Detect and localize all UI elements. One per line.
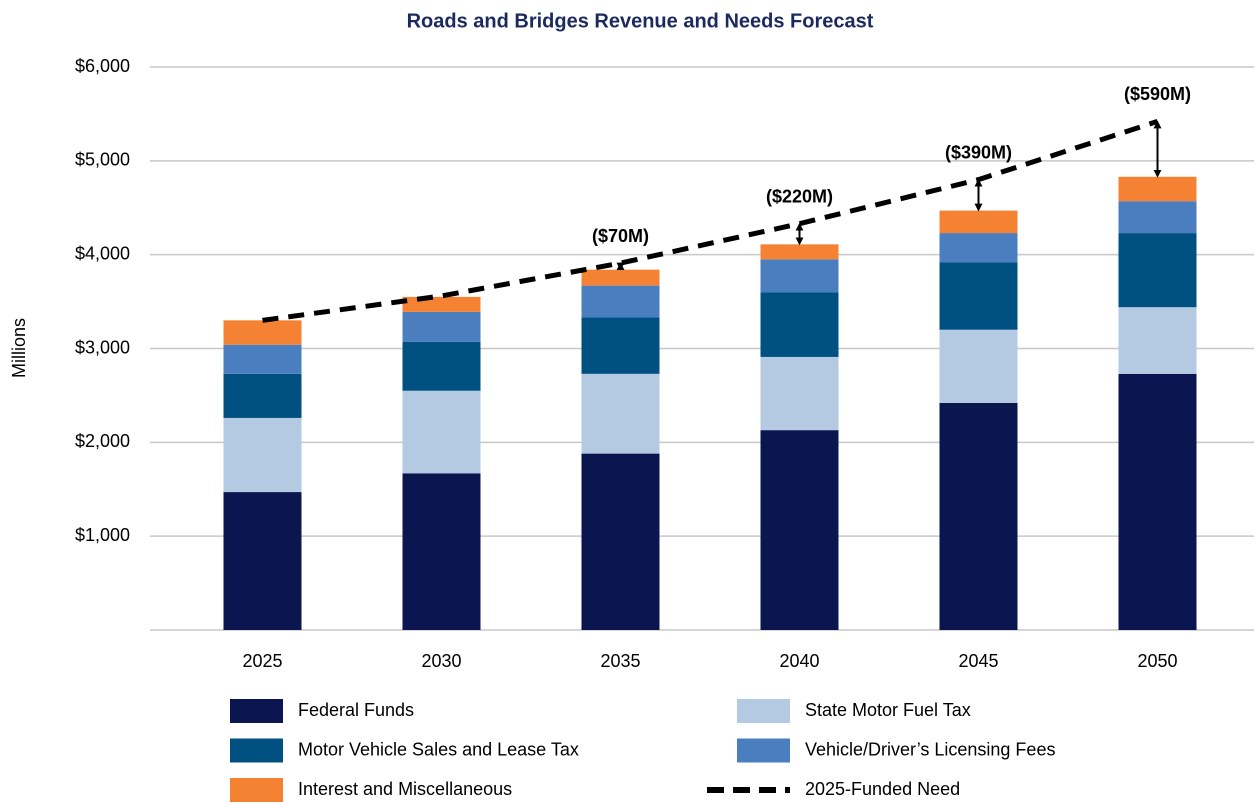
bar-segment [223,344,302,374]
y-tick-label: $5,000 [75,150,130,170]
legend-swatch [230,699,283,723]
bar-segment [223,492,302,630]
bar-segment [939,210,1018,234]
bar-segment [939,402,1018,630]
bar-segment [1118,373,1197,630]
legend-swatch [737,699,790,723]
y-axis-label: Millions [9,318,29,378]
bar-segment [402,296,481,312]
x-tick-label: 2050 [1137,651,1177,671]
annotation: ($390M) [945,142,1012,162]
bar-segment [1118,176,1197,202]
bar-segment [1118,307,1197,374]
y-tick-label: $3,000 [75,337,130,357]
bar-segment [581,269,660,286]
chart-title: Roads and Bridges Revenue and Needs Fore… [407,10,874,32]
legend-label: Interest and Miscellaneous [298,779,512,799]
bar-segment [760,292,839,357]
legend-swatch [737,738,790,763]
bar-segment [402,390,481,474]
legend-label: Motor Vehicle Sales and Lease Tax [298,739,579,759]
annotation: ($70M) [592,226,649,246]
bar-segment [581,285,660,318]
legend-label: Federal Funds [298,700,414,720]
x-tick-label: 2035 [600,651,640,671]
legend-label: 2025-Funded Need [805,779,960,799]
bar-segment [939,329,1018,403]
x-tick-label: 2025 [242,651,282,671]
bar-segment [402,341,481,391]
bar-segment [402,311,481,342]
y-tick-label: $4,000 [75,243,130,263]
bar-segment [581,373,660,454]
x-tick-label: 2045 [958,651,998,671]
bar-segment [581,453,660,630]
y-tick-label: $1,000 [75,525,130,545]
bar-segment [760,244,839,260]
bar-segment [223,417,302,493]
annotation: ($590M) [1124,84,1191,104]
bar-segment [760,430,839,630]
bar-segment [581,317,660,374]
y-tick-label: $6,000 [75,56,130,76]
y-tick-label: $2,000 [75,431,130,451]
annotation: ($220M) [766,186,833,206]
legend-swatch [230,778,283,802]
bar-segment [1118,233,1197,308]
bar-segment [402,473,481,630]
need-line [262,119,1159,323]
bar-segment [1118,201,1197,234]
legend-label: State Motor Fuel Tax [805,700,971,720]
x-tick-label: 2040 [779,651,819,671]
legend-label: Vehicle/Driver’s Licensing Fees [805,739,1055,759]
bar-segment [223,320,302,345]
bar-segment [760,259,839,293]
bar-segment [939,262,1018,330]
legend-swatch [230,738,283,763]
bar-segment [939,233,1018,263]
bar-segment [223,373,302,418]
bar-segment [760,356,839,431]
x-tick-label: 2030 [421,651,461,671]
